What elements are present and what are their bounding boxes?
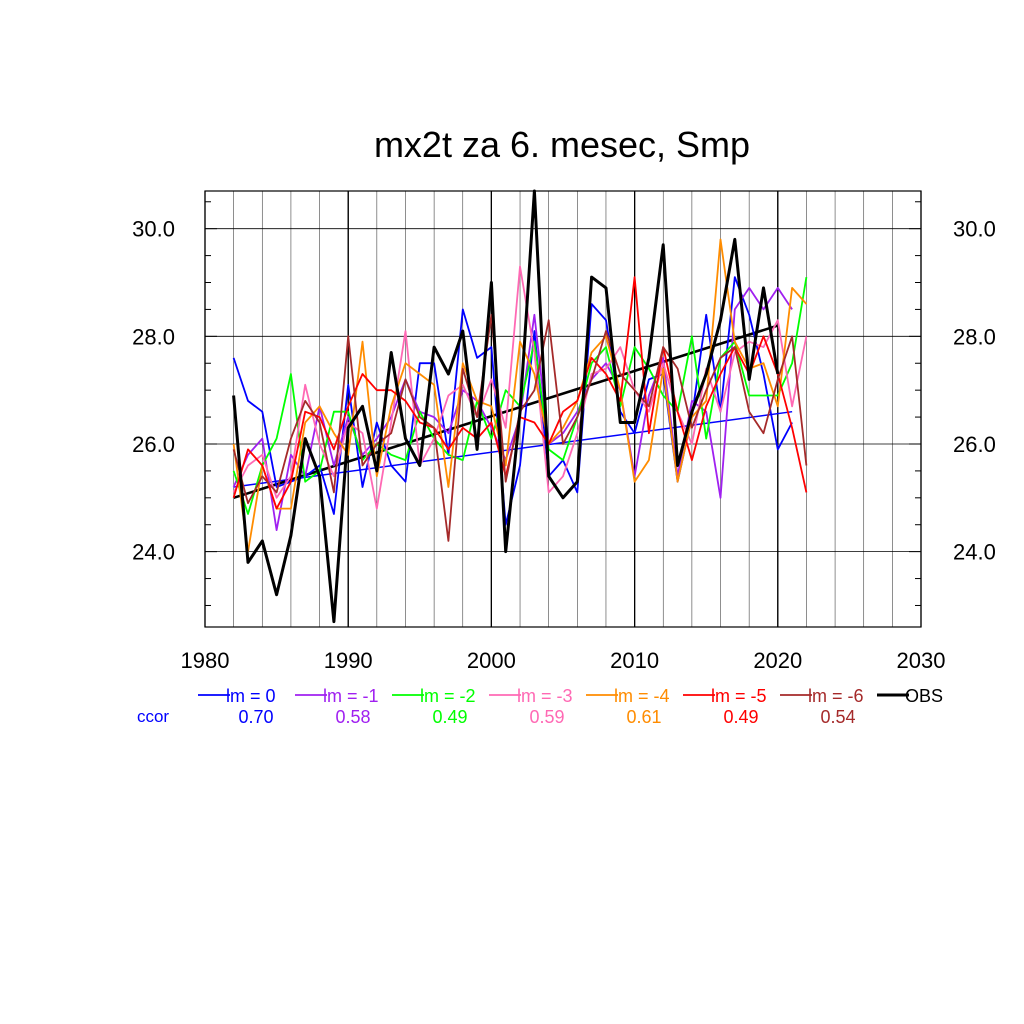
legend-label: lm = -4 bbox=[614, 686, 670, 706]
y-tick-label-right: 30.0 bbox=[953, 217, 996, 242]
plot-frame bbox=[204, 190, 922, 628]
legend-label: lm = -3 bbox=[517, 686, 573, 706]
x-tick-label: 2020 bbox=[753, 648, 802, 673]
series-line bbox=[232, 238, 808, 553]
ccor-value: 0.70 bbox=[238, 707, 273, 727]
x-tick-label: 1990 bbox=[324, 648, 373, 673]
y-tick-label-left: 26.0 bbox=[132, 432, 175, 457]
y-tick-label-right: 24.0 bbox=[953, 540, 996, 565]
legend-label: OBS bbox=[905, 686, 943, 706]
y-tick-label-right: 28.0 bbox=[953, 324, 996, 349]
y-tick-label-left: 28.0 bbox=[132, 324, 175, 349]
ccor-label: ccor bbox=[137, 707, 169, 726]
grid-lines bbox=[204, 190, 922, 628]
y-tick-label-left: 30.0 bbox=[132, 217, 175, 242]
legend-label: lm = -1 bbox=[323, 686, 379, 706]
ccor-value: 0.49 bbox=[723, 707, 758, 727]
trend-line bbox=[233, 324, 779, 500]
ccor-value: 0.58 bbox=[335, 707, 370, 727]
legend-label: lm = -5 bbox=[711, 686, 767, 706]
y-tick-label-left: 24.0 bbox=[132, 540, 175, 565]
legend-label: lm = 0 bbox=[226, 686, 276, 706]
ccor-value: 0.59 bbox=[529, 707, 564, 727]
x-tick-label: 1980 bbox=[181, 648, 230, 673]
x-tick-label: 2030 bbox=[897, 648, 946, 673]
data-series bbox=[232, 189, 808, 624]
axes: 1980 1990 2000 2010 2020 2030 24.0 24.0 26.0 26.0… bbox=[132, 201, 996, 673]
chart-title: mx2t za 6. mesec, Smp bbox=[374, 124, 750, 165]
ccor-value: 0.49 bbox=[432, 707, 467, 727]
ccor-value: 0.54 bbox=[820, 707, 855, 727]
ccor-value: 0.61 bbox=[626, 707, 661, 727]
series-line bbox=[232, 189, 780, 624]
legend-label: lm = -2 bbox=[420, 686, 476, 706]
legend-label: lm = -6 bbox=[808, 686, 864, 706]
x-tick-label: 2000 bbox=[467, 648, 516, 673]
y-tick-label-right: 26.0 bbox=[953, 432, 996, 457]
x-tick-label: 2010 bbox=[610, 648, 659, 673]
